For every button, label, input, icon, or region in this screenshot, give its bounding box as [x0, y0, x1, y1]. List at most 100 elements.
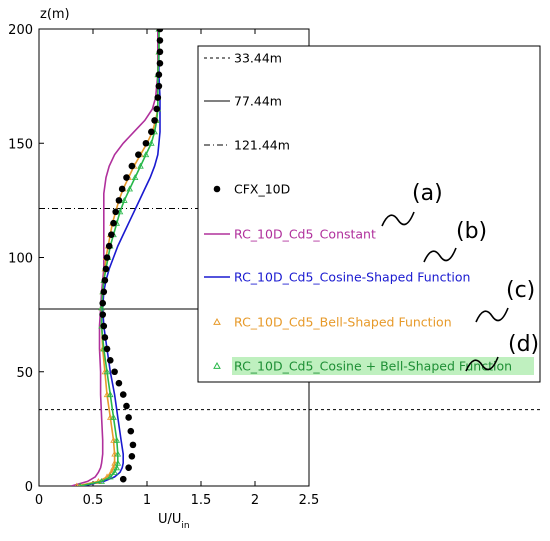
cfx-point [128, 162, 136, 170]
cfx-point [156, 48, 164, 56]
y-tick-label: 50 [16, 366, 33, 381]
y-tick-label: 150 [8, 137, 33, 152]
cfx-point [153, 105, 161, 113]
cfx-point [119, 391, 127, 398]
y-axis-label: z(m) [40, 7, 70, 22]
legend-label: RC_10D_Cd5_Cosine + Bell-Shaped Function [234, 359, 512, 374]
series-4-marker [114, 450, 122, 457]
series-4-marker [103, 368, 111, 375]
cfx-point [151, 117, 158, 124]
cfx-point [103, 345, 111, 353]
series-4-marker [107, 391, 114, 398]
cfx-point [135, 151, 142, 158]
cfx-point [110, 219, 117, 227]
cfx-point [100, 322, 108, 330]
cfx-point [112, 208, 119, 216]
cfx-point [103, 254, 111, 261]
cfx-point [155, 71, 163, 78]
cfx-point [128, 452, 136, 460]
cfx-point [115, 197, 123, 204]
legend-label: 77.44m [234, 94, 282, 109]
series-4-marker [126, 185, 133, 192]
x-axis-label: U/Uin [158, 512, 190, 531]
series-4-marker [114, 459, 122, 466]
annotation-leader [381, 211, 415, 227]
cfx-point [123, 174, 130, 181]
annotation-leader [475, 307, 509, 323]
series-4-marker [98, 304, 105, 311]
legend-triangle-swatch [213, 361, 221, 369]
cfx-point [118, 185, 126, 193]
cfx-point [101, 277, 109, 284]
cfx-point [125, 464, 132, 472]
legend-label: RC_10D_Cd5_Cosine-Shaped Function [234, 270, 470, 285]
x-tick-label: 2 [251, 493, 259, 508]
series-4-marker [111, 468, 118, 475]
series-3-marker [108, 468, 115, 475]
annotation-leader [465, 356, 499, 372]
cfx-point [102, 265, 110, 273]
series-4-marker [110, 414, 117, 420]
cfx-point [100, 288, 108, 296]
annotation-leader [423, 247, 457, 263]
series-line-2 [82, 29, 161, 486]
legend-label: RC_10D_Cd5_Constant [234, 227, 376, 242]
x-tick-label: 1 [143, 493, 151, 508]
legend-label: RC_10D_Cd5_Bell-Shaped Function [234, 315, 452, 330]
legend-label: 121.44m [234, 138, 290, 153]
x-tick-label: 1.5 [191, 493, 212, 508]
cfx-point [108, 231, 115, 238]
series-3-marker [74, 482, 79, 486]
legend-cfx-swatch [213, 185, 221, 193]
series-3-marker [111, 450, 118, 457]
series-3-marker [103, 391, 111, 398]
series-4-marker [142, 151, 150, 158]
series-4-marker [131, 174, 139, 181]
cfx-point [142, 139, 150, 147]
cfx-point [156, 29, 164, 33]
y-tick-label: 0 [25, 480, 33, 495]
series-4-marker [98, 478, 105, 484]
series-4-marker [78, 482, 82, 486]
series-4-marker [107, 473, 114, 480]
series-4-marker [137, 162, 144, 169]
x-tick-label: 2.5 [299, 493, 320, 508]
series-4-marker [148, 139, 155, 146]
x-tick-label: 0.5 [83, 493, 104, 508]
legend-triangle-swatch [213, 317, 221, 325]
legend-label: CFX_10D [234, 182, 290, 197]
cfx-point [99, 299, 107, 307]
cfx-point [154, 94, 162, 101]
annotation-label: (d) [508, 332, 539, 357]
series-4-marker [113, 464, 121, 471]
cfx-point [105, 242, 113, 250]
y-tick-label: 200 [8, 23, 33, 38]
cfx-point [99, 311, 107, 318]
annotation-label: (b) [456, 219, 487, 244]
series-3-marker [110, 436, 117, 443]
series-group [71, 29, 164, 486]
legend: 33.44m 77.44m 121.44m CFX_10D RC_10D_Cd5_Con… [204, 51, 534, 375]
series-3-marker [110, 464, 117, 471]
series-4-marker [113, 436, 121, 443]
cfx-point [125, 414, 132, 421]
y-tick-label: 100 [8, 252, 33, 267]
cfx-point [123, 402, 130, 410]
series-3-marker [111, 459, 118, 466]
cfx-point [106, 357, 114, 364]
series-3-marker [107, 414, 114, 420]
cfx-point [156, 37, 164, 44]
annotations: (a) (b) (c) (d) [381, 181, 539, 372]
cfx-point [156, 59, 164, 67]
legend-box [197, 45, 541, 383]
legend-highlight [232, 357, 534, 375]
x-tick-label: 0 [35, 493, 43, 508]
series-4-marker [121, 196, 128, 203]
cfx-point [101, 334, 109, 341]
series-line-4 [79, 29, 160, 486]
annotation-label: (a) [412, 181, 443, 206]
cfx-point [119, 475, 127, 483]
cfx-point [129, 441, 137, 449]
cfx-point [127, 427, 135, 435]
